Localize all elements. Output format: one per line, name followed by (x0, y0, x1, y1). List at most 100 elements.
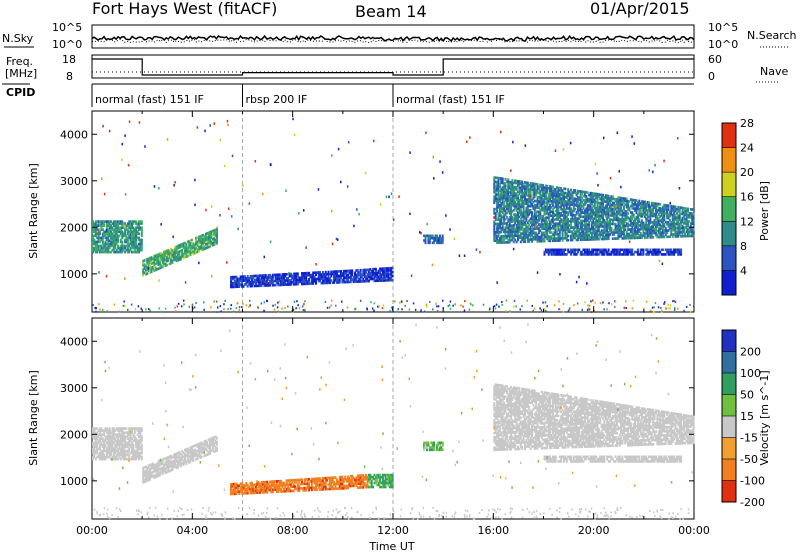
data-cell (281, 283, 284, 287)
data-cell (93, 443, 96, 447)
data-cell (275, 273, 278, 277)
data-cell (255, 280, 257, 284)
data-cell (348, 269, 351, 273)
data-cell (563, 226, 565, 230)
data-cell (540, 188, 543, 191)
data-cell (599, 208, 602, 211)
data-cell (111, 439, 114, 443)
data-cell (564, 232, 567, 236)
data-cell (575, 253, 578, 256)
data-cell (129, 238, 132, 242)
data-cell (617, 206, 620, 210)
data-cell (179, 243, 182, 247)
data-cell (593, 192, 596, 195)
data-cell (107, 246, 110, 250)
data-cell (588, 227, 591, 231)
data-cell (596, 231, 599, 235)
data-cell (531, 217, 533, 220)
data-cell (614, 226, 617, 230)
data-cell (531, 211, 533, 214)
data-cell (497, 189, 500, 192)
data-cell (561, 220, 564, 223)
data-cell (542, 208, 545, 212)
data-cell (668, 250, 671, 254)
data-cell (96, 220, 99, 223)
data-cell (634, 207, 637, 210)
data-cell (256, 274, 259, 278)
data-cell (508, 224, 511, 227)
data-cell (94, 437, 97, 441)
data-cell (557, 203, 560, 206)
data-cell (515, 230, 518, 233)
data-cell (257, 282, 260, 286)
data-cell (579, 209, 582, 212)
data-cell (688, 216, 691, 219)
data-cell (659, 207, 662, 210)
data-cell (583, 221, 586, 225)
data-cell (189, 251, 192, 255)
data-cell (519, 203, 522, 206)
data-cell (579, 238, 582, 242)
data-cell (525, 185, 528, 189)
data-cell (622, 224, 625, 227)
data-cell (524, 200, 526, 203)
data-cell (529, 204, 532, 208)
data-cell (257, 276, 260, 280)
data-cell (565, 224, 568, 227)
data-cell (121, 224, 124, 227)
data-cell (99, 443, 101, 447)
data-cell (119, 457, 122, 461)
data-cell (678, 248, 681, 252)
data-cell (606, 194, 609, 197)
data-cell (111, 238, 114, 242)
data-cell (660, 207, 663, 211)
data-cell (554, 253, 557, 256)
freq-right-tick-top: 60 (708, 53, 722, 66)
data-cell (528, 183, 531, 187)
data-cell (546, 199, 549, 203)
data-cell (524, 217, 526, 220)
data-cell (119, 238, 122, 242)
ground-scatter-cell (569, 307, 571, 310)
data-cell (528, 192, 531, 195)
data-cell (618, 203, 621, 206)
data-cell (197, 237, 200, 241)
data-cell (592, 196, 595, 199)
data-cell (94, 439, 97, 443)
data-cell (132, 234, 135, 238)
data-cell (635, 226, 638, 229)
data-cell (524, 191, 526, 195)
data-cell (121, 449, 124, 453)
data-cell (609, 209, 611, 213)
data-cell (691, 218, 694, 221)
data-cell (609, 207, 611, 211)
data-cell (661, 214, 664, 217)
data-cell (579, 250, 582, 254)
data-cell (533, 231, 536, 235)
data-cell (537, 187, 540, 191)
data-cell (673, 205, 676, 208)
data-cell (571, 236, 574, 240)
data-cell (607, 199, 610, 202)
data-cell (117, 447, 120, 451)
data-cell (428, 236, 431, 240)
ground-scatter-cell (330, 304, 332, 307)
data-cell (557, 207, 560, 211)
data-cell (588, 197, 591, 201)
data-cell (643, 236, 646, 239)
data-cell (674, 222, 677, 226)
data-cell (383, 277, 386, 280)
data-cell (618, 232, 621, 236)
data-cell (575, 191, 578, 195)
data-cell (607, 226, 610, 230)
noise-cell (101, 177, 103, 181)
data-cell (515, 228, 518, 231)
data-cell (107, 220, 110, 223)
data-cell (551, 227, 554, 230)
data-cell (550, 206, 553, 209)
data-cell (93, 435, 96, 438)
data-cell (497, 203, 500, 207)
data-cell (634, 250, 637, 254)
data-cell (609, 218, 611, 221)
data-cell (161, 261, 164, 265)
